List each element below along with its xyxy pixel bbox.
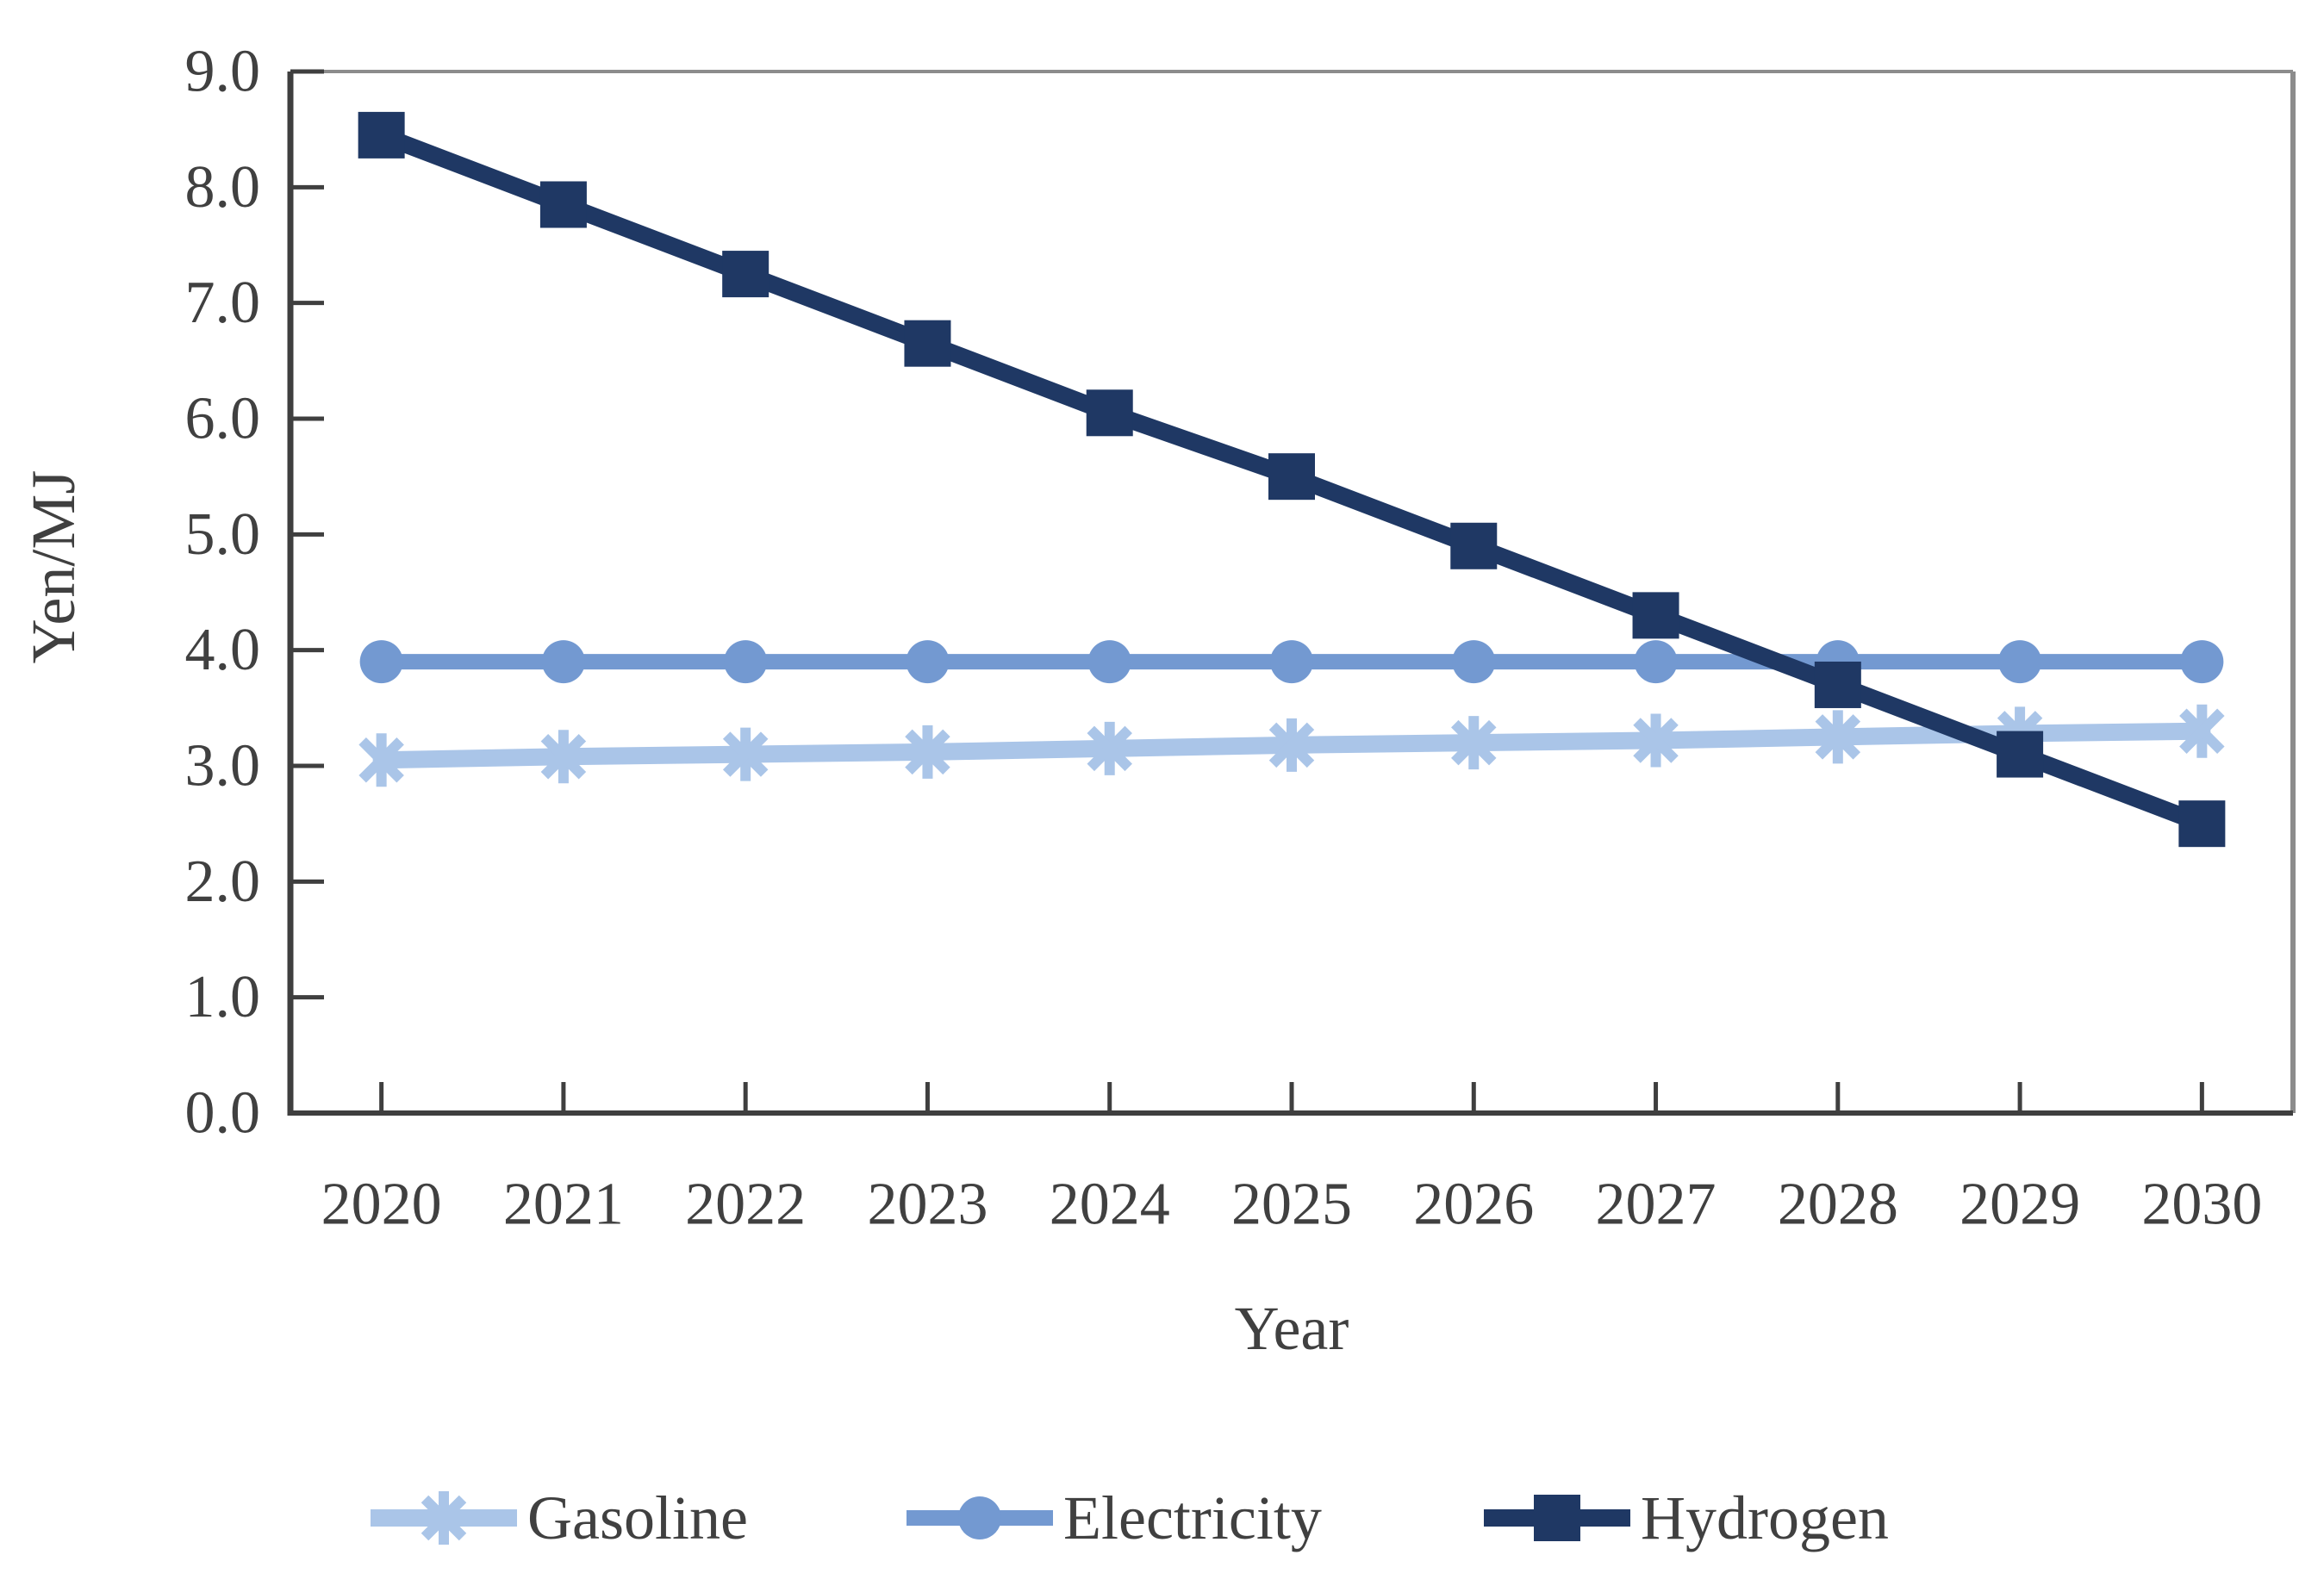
y-axis-tick-label: 6.0 — [185, 386, 261, 452]
electricity-marker — [1270, 640, 1313, 684]
y-axis-tick-label: 3.0 — [185, 733, 261, 799]
electricity-marker — [1087, 640, 1131, 684]
hydrogen-marker — [1814, 661, 1861, 708]
gasoline-marker — [540, 734, 587, 780]
y-axis-tick-label: 0.0 — [185, 1080, 261, 1147]
gasoline-marker — [358, 737, 404, 783]
x-axis-tick-label: 2020 — [321, 1172, 442, 1238]
legend-label-electricity: Electricity — [1063, 1483, 1322, 1552]
gasoline-marker — [2179, 708, 2225, 754]
y-axis-tick-label: 9.0 — [185, 39, 261, 105]
x-axis-title: Year — [1235, 1294, 1349, 1363]
y-axis-tick-label: 4.0 — [185, 617, 261, 683]
hydrogen-marker — [1997, 731, 2044, 778]
x-axis-tick-label: 2030 — [2141, 1172, 2262, 1238]
electricity-marker — [724, 640, 768, 684]
x-axis-tick-label: 2021 — [503, 1172, 624, 1238]
x-axis-tick-label: 2028 — [1778, 1172, 1898, 1238]
hydrogen-marker — [539, 181, 587, 228]
x-axis-tick-label: 2024 — [1050, 1172, 1170, 1238]
y-axis-tick-label: 7.0 — [185, 270, 261, 336]
x-axis-tick-label: 2023 — [867, 1172, 988, 1238]
y-axis-tick-label: 8.0 — [185, 154, 261, 221]
legend-marker-electricity — [958, 1496, 1001, 1539]
hydrogen-marker — [722, 251, 769, 298]
electricity-marker — [541, 640, 585, 684]
legend-label-hydrogen: Hydrogen — [1641, 1483, 1889, 1552]
x-axis-tick-label: 2027 — [1596, 1172, 1717, 1238]
electricity-marker — [1998, 640, 2042, 684]
gasoline-marker — [1633, 718, 1679, 763]
gasoline-marker — [1087, 725, 1132, 772]
electricity-marker — [359, 640, 403, 684]
gasoline-marker — [722, 731, 769, 777]
gasoline-marker — [905, 729, 950, 775]
y-axis-title: Yen/MJ — [19, 470, 88, 664]
electricity-marker — [1634, 640, 1678, 684]
legend-marker-gasoline — [421, 1495, 467, 1541]
hydrogen-marker — [2178, 800, 2226, 848]
gasoline-marker — [1451, 719, 1497, 766]
hydrogen-marker — [358, 111, 405, 159]
x-axis-tick-label: 2022 — [685, 1172, 806, 1238]
x-axis-tick-label: 2029 — [1960, 1172, 2080, 1238]
y-axis-tick-label: 1.0 — [185, 964, 261, 1030]
electricity-marker — [1452, 640, 1496, 684]
hydrogen-marker — [1450, 522, 1498, 569]
electricity-marker — [906, 640, 950, 684]
hydrogen-marker — [1632, 592, 1679, 639]
y-axis-tick-label: 2.0 — [185, 849, 261, 915]
legend-label-gasoline: Gasoline — [527, 1483, 748, 1552]
hydrogen-marker — [1268, 453, 1315, 501]
x-axis-tick-label: 2025 — [1231, 1172, 1352, 1238]
gasoline-marker — [1815, 714, 1861, 760]
gasoline-marker — [1268, 722, 1315, 768]
x-axis-tick-label: 2026 — [1413, 1172, 1534, 1238]
hydrogen-marker — [1086, 389, 1133, 437]
y-axis-tick-label: 5.0 — [185, 501, 261, 568]
electricity-marker — [2180, 640, 2224, 684]
legend-marker-hydrogen — [1534, 1495, 1580, 1541]
hydrogen-marker — [904, 320, 951, 367]
